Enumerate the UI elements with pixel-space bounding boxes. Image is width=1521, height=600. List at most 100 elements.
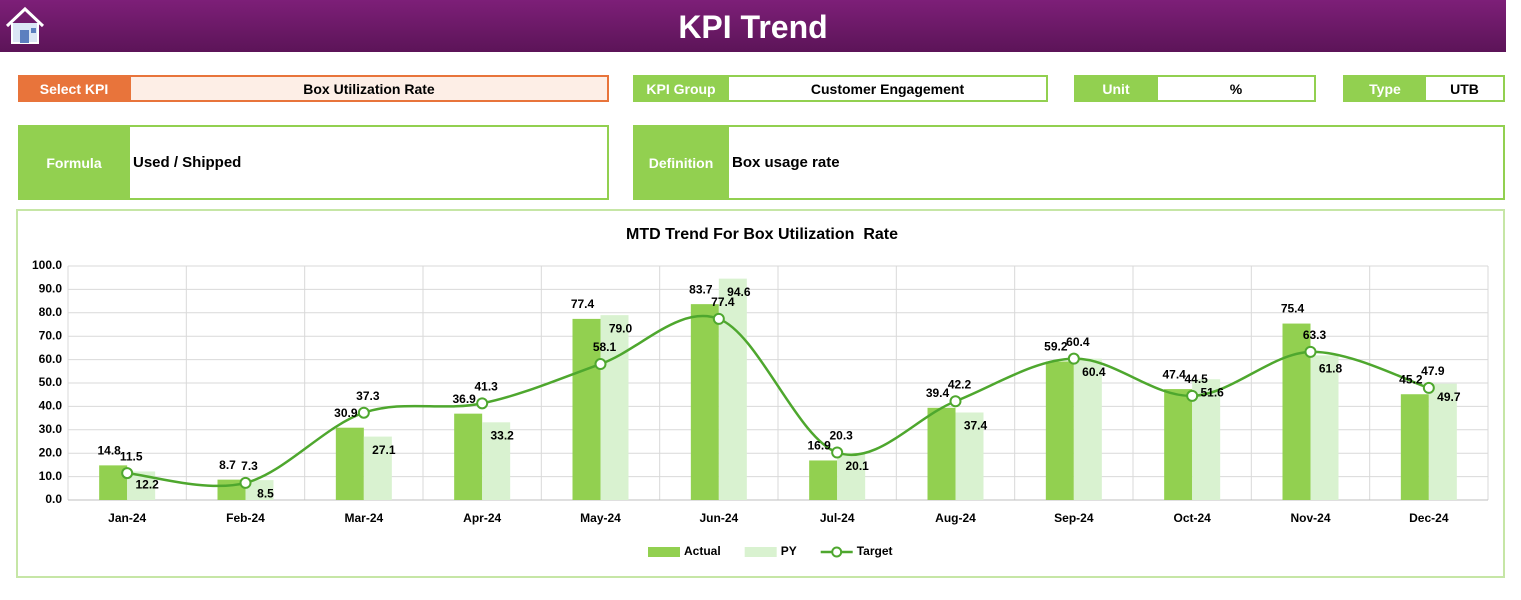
data-label: 41.3 [474, 380, 498, 394]
y-tick-label: 0.0 [45, 492, 62, 506]
y-tick-label: 10.0 [39, 469, 63, 483]
x-tick-label: Dec-24 [1409, 511, 1449, 525]
y-tick-label: 80.0 [39, 305, 63, 319]
formula-label: Formula [18, 125, 130, 200]
bar [1428, 383, 1457, 500]
x-tick-label: May-24 [580, 511, 621, 525]
data-label: 11.5 [120, 449, 143, 463]
line-marker [1186, 389, 1199, 402]
type-value: UTB [1424, 75, 1505, 102]
select-kpi-label: Select KPI [18, 75, 130, 102]
legend-label: PY [781, 544, 797, 558]
line-marker [476, 397, 489, 410]
data-label: 58.1 [593, 340, 617, 354]
legend-swatch [831, 546, 843, 558]
bar [690, 304, 719, 500]
data-label: 42.2 [948, 377, 972, 391]
select-kpi-value[interactable]: Box Utilization Rate [129, 75, 609, 102]
line-marker [357, 406, 370, 419]
data-label: 94.6 [727, 285, 751, 299]
data-label: 75.4 [1281, 302, 1305, 316]
data-label: 51.6 [1200, 385, 1224, 399]
legend-swatch [744, 547, 777, 557]
data-label: 20.1 [845, 459, 869, 473]
bar [1310, 355, 1339, 500]
unit-label: Unit [1074, 75, 1158, 102]
bar [454, 413, 483, 500]
kpi-group-value: Customer Engagement [727, 75, 1048, 102]
kpi-group-label: KPI Group [633, 75, 729, 102]
x-tick-label: Jul-24 [820, 511, 855, 525]
bar [572, 318, 601, 500]
definition-label: Definition [633, 125, 729, 200]
data-label: 79.0 [609, 321, 633, 335]
y-tick-label: 40.0 [39, 399, 63, 413]
bar [1045, 361, 1074, 500]
data-label: 20.3 [829, 429, 853, 443]
y-tick-label: 90.0 [39, 282, 63, 296]
line-marker [594, 358, 607, 371]
data-label: 30.9 [334, 406, 358, 420]
x-tick-label: Sep-24 [1054, 511, 1094, 525]
type-label: Type [1343, 75, 1427, 102]
home-icon[interactable] [4, 6, 46, 46]
y-tick-label: 30.0 [39, 422, 63, 436]
header-title: KPI Trend [0, 0, 1506, 52]
y-tick-label: 50.0 [39, 375, 63, 389]
data-label: 27.1 [372, 443, 396, 457]
x-tick-label: Aug-24 [935, 511, 976, 525]
data-label: 63.3 [1303, 328, 1327, 342]
data-label: 37.4 [964, 419, 988, 433]
data-label: 60.4 [1066, 335, 1090, 349]
x-tick-label: Jan-24 [108, 511, 146, 525]
chart-title: MTD Trend For Box Utilization Rate [626, 226, 898, 243]
bar [363, 436, 392, 500]
bar [245, 480, 274, 500]
line-marker [1304, 345, 1317, 358]
y-tick-label: 70.0 [39, 328, 63, 342]
bar [718, 278, 747, 500]
data-label: 83.7 [689, 282, 713, 296]
data-label: 44.5 [1184, 372, 1208, 386]
bar [335, 427, 364, 500]
data-label: 8.7 [219, 458, 236, 472]
data-label: 77.4 [571, 297, 595, 311]
y-tick-label: 20.0 [39, 445, 63, 459]
data-label: 77.4 [711, 295, 735, 309]
data-label: 12.2 [135, 478, 159, 492]
legend-swatch [648, 547, 680, 557]
data-label: 47.4 [1162, 367, 1186, 381]
x-tick-label: Jun-24 [699, 511, 738, 525]
line-marker [1067, 352, 1080, 365]
data-label: 61.8 [1319, 362, 1343, 376]
line-marker [949, 395, 962, 408]
data-label: 39.4 [926, 386, 950, 400]
bar [600, 315, 629, 500]
data-label: 8.5 [257, 486, 274, 500]
x-tick-label: Apr-24 [463, 511, 501, 525]
data-label: 45.2 [1399, 372, 1423, 386]
line-marker [831, 446, 844, 459]
bar [482, 422, 511, 500]
data-label: 37.3 [356, 389, 380, 403]
chart-panel [16, 209, 1505, 578]
x-tick-label: Oct-24 [1173, 511, 1211, 525]
unit-value: % [1156, 75, 1316, 102]
bar [837, 452, 866, 500]
line-marker [712, 312, 725, 325]
line-marker [1422, 381, 1435, 394]
legend-label: Target [857, 544, 893, 558]
y-tick-label: 100.0 [32, 258, 62, 272]
x-tick-label: Feb-24 [226, 511, 265, 525]
data-label: 60.4 [1082, 365, 1106, 379]
data-label: 33.2 [490, 428, 514, 442]
definition-value: Box usage rate [727, 125, 1505, 200]
bar [809, 460, 838, 500]
data-label: 59.2 [1044, 340, 1068, 354]
x-tick-label: Mar-24 [344, 511, 383, 525]
data-label: 36.9 [452, 392, 476, 406]
legend-label: Actual [684, 544, 721, 558]
formula-value: Used / Shipped [128, 125, 609, 200]
